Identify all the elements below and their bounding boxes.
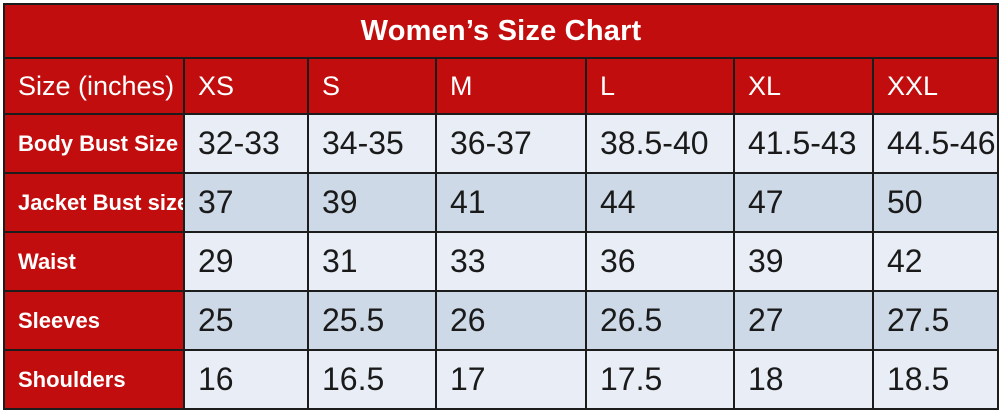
data-cell-body-bust-xs: 32-33 (183, 113, 309, 174)
data-cell-waist-xs: 29 (183, 231, 309, 292)
table-row-body-bust-size: Body Bust Size 32-33 34-35 36-37 38.5-40… (3, 113, 1000, 174)
data-cell-shoulders-s: 16.5 (307, 349, 437, 410)
data-cell-shoulders-xs: 16 (183, 349, 309, 410)
data-cell-shoulders-l: 17.5 (585, 349, 735, 410)
row-label-body-bust-size: Body Bust Size (3, 113, 185, 174)
row-label-sleeves: Sleeves (3, 290, 185, 351)
data-cell-sleeves-s: 25.5 (307, 290, 437, 351)
data-cell-shoulders-xxl: 18.5 (871, 349, 1000, 410)
data-cell-waist-xxl: 42 (871, 231, 1000, 292)
data-cell-body-bust-m: 36-37 (435, 113, 587, 174)
data-cell-jacket-bust-xxl: 50 (871, 172, 1000, 233)
data-cell-body-bust-xxl: 44.5-46 (871, 113, 1000, 174)
data-cell-jacket-bust-xl: 47 (733, 172, 874, 233)
data-cell-body-bust-l: 38.5-40 (585, 113, 735, 174)
data-cell-jacket-bust-l: 44 (585, 172, 735, 233)
data-cell-sleeves-xl: 27 (733, 290, 874, 351)
row-label-waist: Waist (3, 231, 185, 292)
data-cell-jacket-bust-m: 41 (435, 172, 587, 233)
data-cell-jacket-bust-s: 39 (307, 172, 437, 233)
col-header-xl: XL (733, 57, 874, 115)
col-header-l: L (585, 57, 735, 115)
col-header-m: M (435, 57, 587, 115)
table-row-waist: Waist 29 31 33 36 39 42 (3, 231, 1000, 292)
data-cell-waist-l: 36 (585, 231, 735, 292)
data-cell-shoulders-m: 17 (435, 349, 587, 410)
table-row-shoulders: Shoulders 16 16.5 17 17.5 18 18.5 (3, 349, 1000, 410)
data-cell-body-bust-xl: 41.5-43 (733, 113, 874, 174)
col-header-xs: XS (183, 57, 309, 115)
table-row-jacket-bust-size: Jacket Bust size 37 39 41 44 47 50 (3, 172, 1000, 233)
data-cell-shoulders-xl: 18 (733, 349, 874, 410)
data-cell-waist-m: 33 (435, 231, 587, 292)
data-cell-sleeves-xs: 25 (183, 290, 309, 351)
col-header-s: S (307, 57, 437, 115)
table-row-sleeves: Sleeves 25 25.5 26 26.5 27 27.5 (3, 290, 1000, 351)
data-cell-sleeves-m: 26 (435, 290, 587, 351)
table-title: Women’s Size Chart (2, 3, 1000, 59)
data-cell-sleeves-xxl: 27.5 (871, 290, 1000, 351)
data-cell-body-bust-s: 34-35 (307, 113, 437, 174)
row-label-shoulders: Shoulders (3, 349, 185, 410)
col-header-size-inches: Size (inches) (3, 57, 185, 115)
data-cell-sleeves-l: 26.5 (585, 290, 735, 351)
size-chart-table: Women’s Size Chart Size (inches) XS S M … (2, 3, 1000, 410)
title-row: Women’s Size Chart (2, 3, 1000, 59)
data-cell-waist-xl: 39 (733, 231, 874, 292)
col-header-xxl: XXL (871, 57, 1000, 115)
header-row: Size (inches) XS S M L XL XXL (3, 57, 1000, 115)
row-label-jacket-bust-size: Jacket Bust size (3, 172, 185, 233)
data-cell-jacket-bust-xs: 37 (183, 172, 309, 233)
data-cell-waist-s: 31 (307, 231, 437, 292)
